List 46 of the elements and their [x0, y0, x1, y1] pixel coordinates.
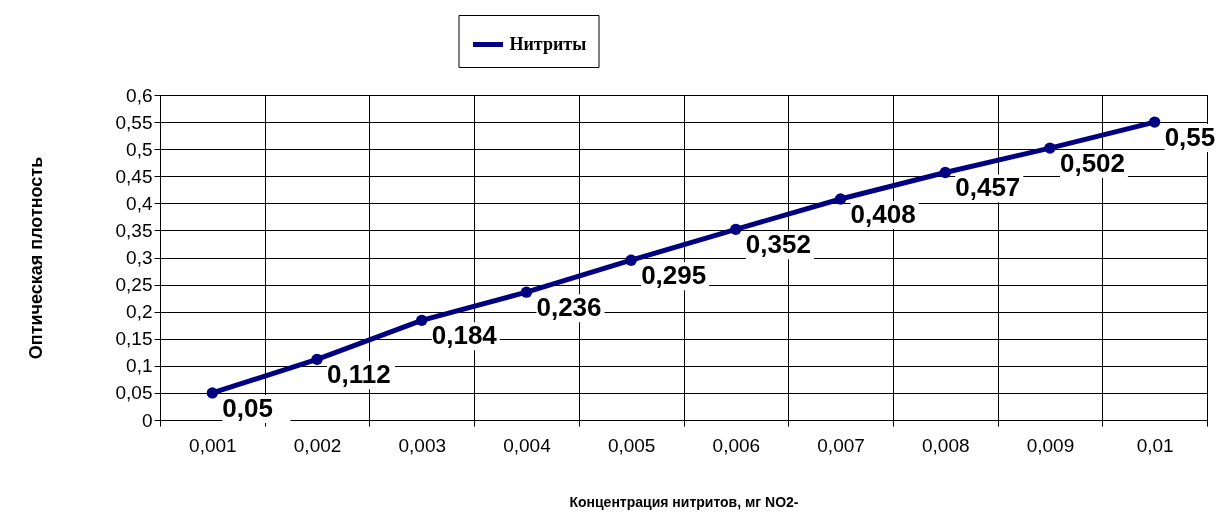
y-tick-label: 0,3	[126, 247, 153, 268]
point	[625, 254, 637, 266]
x-tick-label: 0,006	[712, 434, 761, 456]
y-tick-label: 0,4	[126, 192, 153, 214]
data-label: 0,112	[327, 359, 391, 390]
x-tick-label: 0,01	[1136, 434, 1174, 456]
x-tick-label: 0,004	[503, 434, 552, 456]
data-label: 0,05	[222, 392, 273, 423]
y-tick-label: 0,05	[115, 382, 153, 404]
data-label: 0,352	[745, 229, 811, 260]
point	[834, 193, 847, 205]
point	[520, 286, 533, 298]
point	[311, 353, 323, 366]
data-label: 0,55	[1164, 122, 1216, 153]
legend-label: Нитриты	[509, 33, 587, 54]
y-tick-label: 0,55	[115, 111, 153, 133]
y-tick-label: 0,45	[115, 165, 153, 187]
data-label: 0,184	[431, 320, 498, 351]
y-tick-label: 0,1	[126, 355, 153, 377]
x-tick-label: 0,008	[921, 434, 970, 456]
x-tick-label: 0,009	[1026, 434, 1075, 456]
x-tick-label: 0,002	[293, 434, 342, 456]
data-label: 0,408	[850, 199, 916, 229]
x-tick-label: 0,005	[607, 434, 656, 456]
point	[1044, 142, 1056, 154]
y-tick-label: 0,15	[115, 328, 153, 350]
point	[416, 314, 428, 327]
x-tick-label: 0,007	[817, 434, 865, 456]
y-tick-label: 0,25	[115, 274, 153, 296]
data-label: 0,502	[1059, 148, 1126, 179]
y-tick-label: 0,35	[115, 219, 153, 241]
point	[730, 223, 742, 236]
x-axis-title: Концентрация нитритов, мг NO2-	[569, 493, 799, 510]
y-tick-label: 0,2	[126, 301, 153, 323]
data-label: 0,295	[641, 260, 707, 291]
x-tick-label: 0,001	[189, 434, 237, 456]
y-axis-title: Оптическая плотность	[25, 156, 46, 360]
point	[939, 166, 951, 179]
point	[206, 387, 219, 399]
data-label: 0,236	[536, 292, 602, 323]
y-tick-label: 0	[141, 409, 153, 431]
x-tick-label: 0,003	[398, 434, 447, 456]
point	[1148, 116, 1161, 128]
y-tick-label: 0,5	[126, 138, 153, 160]
data-label: 0,457	[955, 172, 1021, 203]
y-tick-label: 0,6	[126, 84, 153, 106]
